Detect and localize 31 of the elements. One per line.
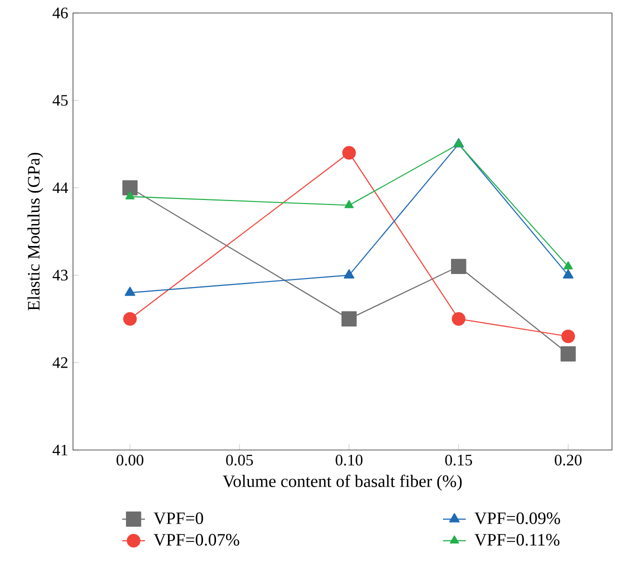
point	[562, 269, 574, 278]
y-axis-title: Elastic Modulus (GPa)	[27, 152, 44, 310]
x-tick-label: 0.15	[445, 454, 472, 466]
point	[342, 146, 356, 160]
legend-label: VPF=0.07%	[154, 534, 240, 546]
point	[122, 180, 138, 196]
point	[452, 312, 466, 326]
point	[344, 269, 354, 278]
x-tick-label: 0.20	[554, 454, 582, 466]
legend-label: VPF=0	[154, 512, 204, 524]
point	[564, 261, 573, 270]
y-tick-label: 42	[52, 357, 68, 368]
point	[341, 311, 357, 326]
y-tick-label: 41	[52, 444, 68, 456]
x-tick-label: 0.05	[226, 454, 253, 466]
x-tick-label: 0.00	[116, 454, 144, 466]
point	[124, 286, 136, 296]
y-tick-label: 45	[52, 95, 68, 106]
point	[560, 346, 576, 362]
legend-label: VPF=0.11%	[474, 534, 560, 546]
y-tick-label: 44	[52, 182, 68, 194]
x-tick-label: 0.10	[336, 454, 362, 466]
y-tick-label: 46	[52, 8, 68, 18]
point	[123, 312, 137, 326]
point	[451, 258, 466, 274]
point	[344, 200, 354, 208]
y-tick-label: 43	[52, 270, 68, 281]
point	[125, 191, 135, 200]
x-axis-title: Volume content of basalt fiber (%)	[222, 474, 462, 491]
point	[561, 330, 575, 344]
legend-label: VPF=0.09%	[474, 512, 560, 524]
